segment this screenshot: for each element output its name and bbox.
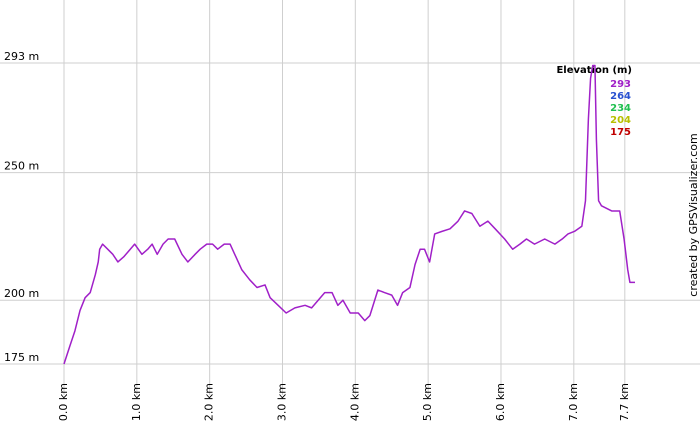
- y-tick-label: 200 m: [4, 287, 39, 300]
- y-tick-label: 293 m: [4, 50, 39, 63]
- x-tick-label: 1.0 km: [130, 383, 143, 421]
- x-tick-label: 5.0 km: [421, 383, 434, 421]
- x-tick-label: 7.0 km: [567, 383, 580, 421]
- legend-value: 204: [610, 115, 631, 126]
- x-tick-label: 0.0 km: [57, 383, 70, 421]
- x-tick-label: 7.7 km: [618, 383, 631, 421]
- watermark: created by GPSVisualizer.com: [687, 133, 700, 296]
- legend-value: 175: [610, 127, 631, 138]
- x-tick-label: 3.0 km: [275, 383, 288, 421]
- legend-value: 234: [610, 103, 631, 114]
- y-tick-label: 250 m: [4, 160, 39, 173]
- elevation-line: [63, 64, 635, 365]
- x-tick-label: 4.0 km: [348, 383, 361, 421]
- x-tick-label: 2.0 km: [203, 383, 216, 421]
- x-tick-label: 6.0 km: [494, 383, 507, 421]
- legend-value: 264: [610, 91, 631, 102]
- legend-title: Elevation (m): [556, 65, 632, 76]
- legend-value: 293: [610, 79, 631, 90]
- y-tick-label: 175 m: [4, 351, 39, 364]
